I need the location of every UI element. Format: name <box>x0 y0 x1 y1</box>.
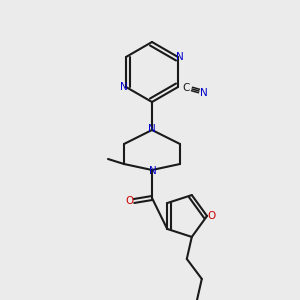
Text: N: N <box>200 88 208 98</box>
Text: O: O <box>126 196 134 206</box>
Text: N: N <box>148 124 156 134</box>
Text: O: O <box>208 211 216 221</box>
Text: N: N <box>149 166 157 176</box>
Text: N: N <box>120 82 128 92</box>
Text: N: N <box>176 52 184 62</box>
Text: C: C <box>182 83 190 93</box>
